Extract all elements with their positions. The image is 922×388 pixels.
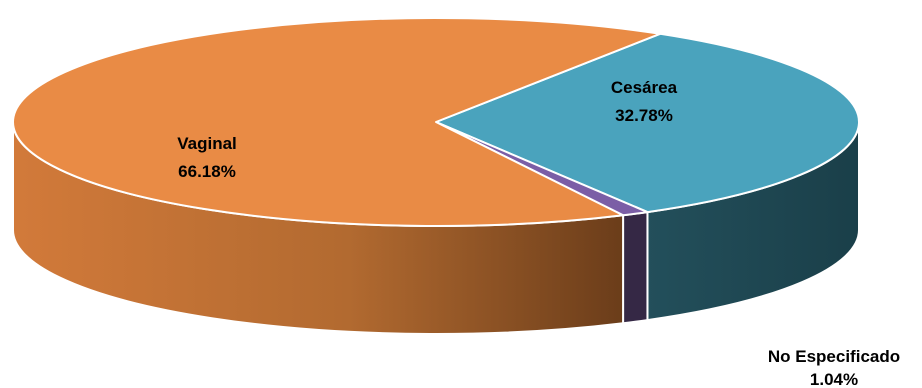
slice-labels: Vaginal 66.18% Cesárea 32.78% No Especif…	[177, 78, 900, 388]
pie-slice-cesarea	[435, 32, 860, 214]
pie-slice-vaginal	[12, 17, 662, 227]
pie-sides	[12, 121, 860, 335]
slice-label-cesarea-value: 32.78%	[615, 106, 673, 125]
pie-side-no-especificado	[622, 210, 649, 325]
slice-label-vaginal-name: Vaginal	[177, 134, 237, 153]
slice-label-cesarea-name: Cesárea	[611, 78, 678, 97]
slice-label-noespecificado-value: 1.04%	[810, 370, 858, 388]
pie-tops	[12, 17, 860, 227]
slice-label-noespecificado-name: No Especificado	[768, 347, 900, 366]
slice-label-vaginal-value: 66.18%	[178, 162, 236, 181]
